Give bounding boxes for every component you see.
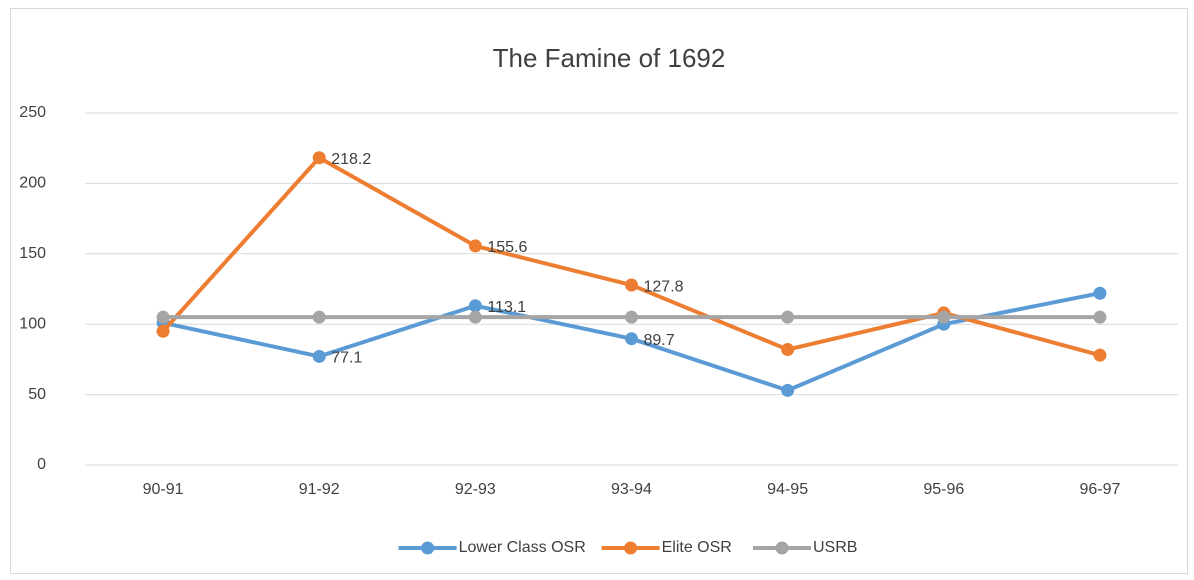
x-tick-label: 92-93	[455, 481, 496, 498]
point	[468, 310, 482, 324]
legend-marker	[421, 541, 435, 555]
point	[625, 278, 638, 292]
legend-marker	[624, 541, 638, 555]
point	[937, 310, 951, 324]
x-tick-label: 93-94	[611, 481, 652, 498]
point	[1093, 348, 1107, 362]
point	[468, 299, 482, 313]
x-tick-label: 91-92	[299, 481, 340, 498]
point	[781, 343, 795, 357]
data-label: 77.1	[331, 350, 362, 367]
legend-label: Lower Class OSR	[459, 539, 586, 556]
point	[625, 332, 638, 346]
point	[781, 383, 795, 397]
y-tick-label: 100	[19, 315, 46, 332]
x-tick-label: 90-91	[143, 481, 184, 498]
legend-marker	[775, 541, 789, 555]
point	[625, 310, 638, 324]
point	[1093, 286, 1107, 300]
chart-border	[10, 8, 1188, 574]
x-tick-label: 95-96	[923, 481, 964, 498]
legend-label: USRB	[813, 539, 857, 556]
point	[312, 349, 326, 363]
data-label: 113.1	[487, 299, 526, 316]
y-tick-label: 50	[28, 386, 46, 403]
point	[312, 151, 326, 165]
y-tick-label: 200	[19, 175, 46, 192]
point	[1093, 310, 1107, 324]
point	[468, 239, 482, 253]
point	[312, 310, 326, 324]
point	[781, 310, 795, 324]
data-label: 155.6	[487, 239, 527, 256]
point	[156, 310, 170, 324]
point	[156, 324, 170, 338]
data-label: 89.7	[644, 332, 675, 349]
data-label: 127.8	[644, 278, 684, 295]
x-tick-label: 94-95	[767, 481, 808, 498]
y-tick-label: 150	[19, 245, 46, 262]
chart-title: The Famine of 1692	[493, 43, 726, 73]
y-tick-label: 250	[19, 104, 46, 121]
x-tick-label: 96-97	[1079, 481, 1120, 498]
data-label: 218.2	[331, 151, 371, 168]
legend-label: Elite OSR	[662, 539, 732, 556]
y-tick-label: 0	[37, 456, 46, 473]
